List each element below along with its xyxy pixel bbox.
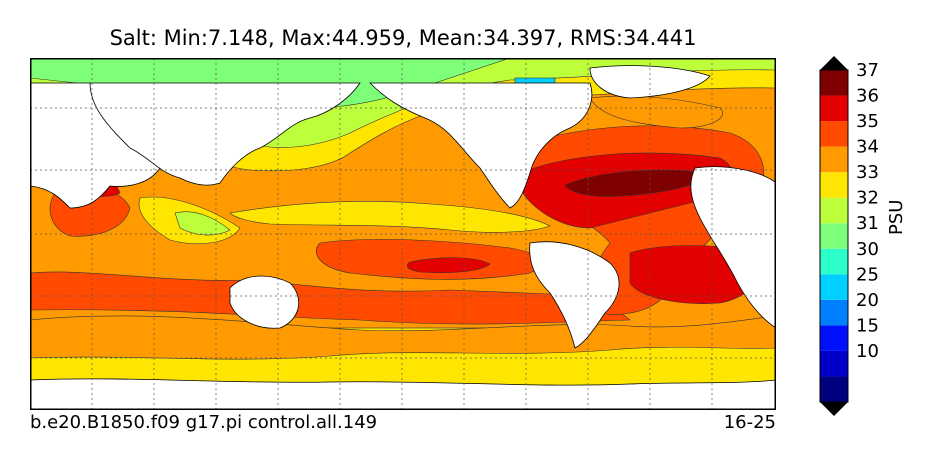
plot-title: Salt: Min:7.148, Max:44.959, Mean:34.397… [109, 26, 697, 50]
colorbar-cell [820, 274, 848, 300]
colorbar-tick-label: 33 [856, 162, 879, 183]
colorbar-cell [820, 197, 848, 224]
colorbar-cell [820, 248, 848, 275]
land-south-america [529, 241, 620, 349]
salinity-band-36-pacific [407, 257, 491, 274]
year-range: 16-25 [723, 412, 776, 433]
colorbar-tick-label: 36 [856, 86, 879, 107]
colorbar-tick-label: 20 [856, 290, 879, 311]
case-name: b.e20.B1850.f09 g17.pi control.all.149 [30, 412, 378, 433]
colorbar-tick-label: 37 [856, 60, 879, 81]
colorbar-tick-label: 35 [856, 111, 879, 132]
land-australia [229, 275, 299, 329]
salinity-map [30, 58, 776, 410]
map-frame [30, 58, 776, 410]
colorbar-cell [820, 95, 848, 122]
colorbar-tick-label: 25 [856, 264, 879, 285]
colorbar-cell [820, 299, 848, 326]
land-africa [690, 166, 776, 329]
land-north-america [369, 82, 593, 209]
colorbar-cell [820, 223, 848, 249]
colorbar-cell [820, 325, 848, 351]
colorbar-cell [820, 172, 848, 198]
colorbar-tick-label: 34 [856, 137, 879, 158]
colorbar-cell [820, 146, 848, 173]
land-asia-east [89, 82, 361, 186]
colorbar-unit: PSU [886, 199, 907, 235]
salinity-band-33-equatorial [229, 201, 551, 233]
land-antarctica [30, 378, 776, 410]
colorbar-tick-label: 31 [856, 213, 879, 234]
colorbar: 10 15 20 25 30 31 32 33 34 35 36 37 [819, 56, 879, 416]
colorbar-tick-label: 15 [856, 315, 879, 336]
colorbar-cell [820, 121, 848, 147]
colorbar-min-arrow [820, 402, 848, 416]
colorbar-cell [820, 376, 848, 402]
colorbar-tick-label: 10 [856, 341, 879, 362]
colorbar-tick-label: 32 [856, 188, 879, 209]
colorbar-max-arrow [820, 56, 848, 70]
colorbar-cell [820, 350, 848, 377]
colorbar-tick-label: 30 [856, 239, 879, 260]
colorbar-cell [820, 70, 848, 96]
colorbar-frame [819, 69, 849, 403]
land-greenland [589, 65, 711, 99]
